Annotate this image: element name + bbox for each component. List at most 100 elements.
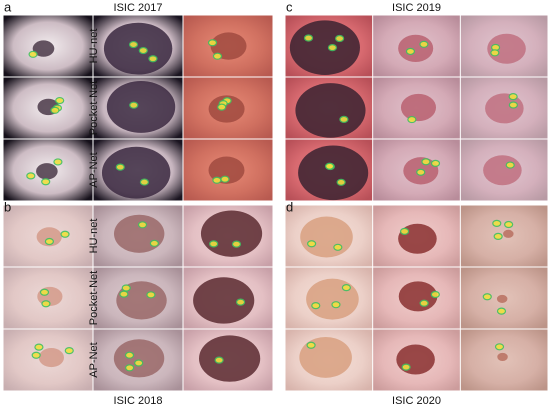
heatmap-spot: [139, 178, 150, 186]
heatmap-spot: [212, 52, 223, 60]
lesion: [497, 352, 508, 362]
heatmap-spot: [209, 240, 219, 248]
heatmap-spot: [303, 34, 314, 42]
panel-letter: b: [4, 199, 11, 214]
heatmap-spot: [41, 300, 51, 308]
heatmap-spot: [28, 50, 38, 58]
heatmap-spot: [31, 351, 41, 359]
heatmap-spot: [134, 359, 144, 367]
row-label: AP-Net: [88, 152, 100, 187]
lesion: [503, 229, 514, 238]
row-label: Pocket-Net: [88, 271, 100, 325]
heatmap-spot: [115, 163, 125, 171]
heatmap-spot: [125, 364, 135, 372]
heatmap-spot: [430, 290, 440, 299]
lesion: [200, 210, 263, 257]
heatmap-spot: [341, 284, 351, 292]
row-label: AP-Net: [88, 342, 100, 377]
heatmap-spot: [124, 351, 135, 359]
heatmap-spot: [421, 158, 431, 166]
heatmap-spot: [231, 240, 242, 248]
heatmap-spot: [26, 172, 36, 180]
heatmap-spot: [335, 34, 345, 43]
heatmap-spot: [235, 298, 246, 306]
lesion: [101, 146, 171, 199]
heatmap-spot: [50, 106, 60, 114]
heatmap-spot: [41, 178, 51, 186]
lesion: [483, 155, 522, 186]
lesion: [396, 344, 435, 375]
heatmap-spot: [336, 178, 346, 186]
heatmap-spot: [492, 219, 502, 227]
heatmap-spot: [307, 240, 317, 248]
heatmap-spot: [214, 356, 224, 364]
heatmap-spot: [121, 284, 131, 292]
heatmap-spot: [55, 96, 65, 105]
lesion: [208, 95, 245, 123]
lesion: [199, 335, 261, 382]
heatmap-spot: [39, 288, 50, 296]
panel-title: ISIC 2018: [114, 395, 163, 407]
heatmap-spot: [496, 307, 507, 315]
lesion: [298, 145, 369, 201]
heatmap-spot: [490, 49, 500, 57]
lesion: [306, 278, 359, 320]
heatmap-spot: [333, 243, 343, 251]
heatmap-spot: [494, 343, 505, 351]
heatmap-spot: [207, 39, 218, 47]
row-label: HU-net: [88, 219, 100, 254]
lesion: [398, 34, 434, 63]
heatmap-spot: [399, 227, 410, 235]
panel-letter: c: [286, 0, 293, 14]
heatmap-spot: [508, 101, 518, 109]
lesion: [113, 214, 165, 253]
heatmap-spot: [34, 343, 44, 351]
panel-letter: d: [286, 199, 293, 214]
heatmap-spot: [138, 46, 148, 55]
row-label: HU-net: [88, 29, 100, 64]
panel-letter: a: [4, 0, 12, 14]
heatmap-spot: [505, 161, 515, 169]
heatmap-spot: [212, 176, 222, 184]
row-label: Pocket-Net: [88, 81, 100, 135]
heatmap-spot: [327, 44, 338, 52]
lesion: [487, 33, 526, 64]
lesion: [36, 227, 62, 247]
lesion: [295, 83, 366, 138]
heatmap-spot: [508, 93, 518, 101]
lesion: [103, 22, 173, 75]
heatmap-spot: [339, 115, 349, 123]
heatmap-spot: [430, 159, 441, 167]
panel-title: ISIC 2017: [114, 2, 163, 14]
lesion: [106, 81, 176, 133]
heatmap-spot: [217, 103, 227, 111]
heatmap-spot: [60, 230, 70, 238]
panel-title: ISIC 2020: [392, 395, 441, 407]
heatmap-spot: [44, 237, 54, 246]
lesion: [485, 93, 524, 124]
panel-title: ISIC 2019: [392, 2, 441, 14]
heatmap-spot: [482, 293, 492, 301]
lesion: [289, 20, 360, 75]
heatmap-spot: [53, 158, 63, 166]
heatmap-spot: [419, 299, 429, 307]
lesion: [400, 93, 437, 122]
heatmap-spot: [220, 175, 230, 183]
heatmap-spot: [146, 291, 156, 299]
heatmap-spot: [504, 220, 514, 229]
heatmap-spot: [64, 347, 74, 355]
heatmap-spot: [149, 239, 159, 247]
heatmap-spot: [148, 55, 158, 63]
heatmap-spot: [416, 168, 426, 176]
lesion: [32, 40, 55, 57]
heatmap-spot: [119, 290, 129, 298]
heatmap-spot: [331, 301, 341, 309]
heatmap-spot: [137, 221, 148, 229]
heatmap-spot: [419, 40, 429, 48]
lesion: [300, 216, 353, 258]
heatmap-spot: [311, 302, 321, 310]
lesion: [36, 163, 58, 180]
heatmap-spot: [493, 232, 503, 240]
heatmap-spot: [306, 341, 316, 349]
